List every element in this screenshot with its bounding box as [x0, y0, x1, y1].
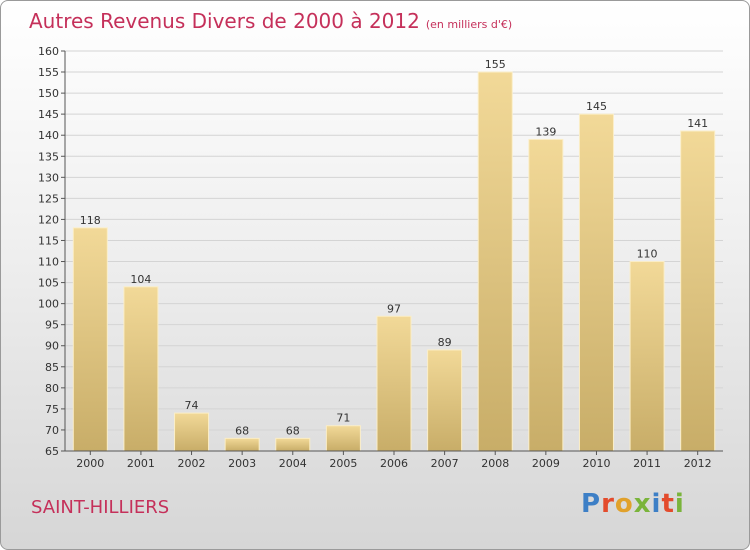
bar-2010 [578, 113, 614, 452]
y-tick-label: 135 [38, 150, 59, 163]
y-tick-label: 155 [38, 66, 59, 79]
y-tick-label: 90 [45, 340, 59, 353]
data-label-2011: 110 [637, 248, 658, 261]
y-tick-label: 105 [38, 277, 59, 290]
y-tick-label: 100 [38, 298, 59, 311]
bar-2004 [275, 437, 311, 452]
y-tick-label: 80 [45, 382, 59, 395]
data-label-2005: 71 [336, 412, 350, 425]
data-label-2000: 118 [80, 214, 101, 227]
bar-2003 [224, 437, 260, 452]
chart-title-main: Autres Revenus Divers de 2000 à 2012 [29, 9, 420, 33]
data-label-2004: 68 [286, 424, 300, 437]
data-label-2012: 141 [687, 117, 708, 130]
data-label-2001: 104 [130, 273, 151, 286]
bar-2012 [680, 130, 716, 452]
x-tick-label: 2007 [431, 457, 459, 470]
x-tick-label: 2002 [178, 457, 206, 470]
data-label-2002: 74 [185, 399, 199, 412]
y-tick-label: 95 [45, 319, 59, 332]
data-labels: 118 104 74 68 68 71 97 89 155 139 145 110 141 [80, 58, 708, 437]
bar-2011 [629, 261, 665, 452]
chart-title: Autres Revenus Divers de 2000 à 2012 (en … [29, 9, 512, 33]
y-tick-label: 150 [38, 87, 59, 100]
data-label-2003: 68 [235, 424, 249, 437]
x-tick-label: 2001 [127, 457, 155, 470]
bar-2000 [72, 227, 108, 452]
bar-2007 [427, 349, 463, 452]
bars [72, 71, 716, 452]
x-tick-label: 2011 [633, 457, 661, 470]
y-tick-label: 65 [45, 445, 59, 458]
y-tick-label: 75 [45, 403, 59, 416]
y-tick-label: 115 [38, 234, 59, 247]
x-tick-label: 2004 [279, 457, 307, 470]
bar-2009 [528, 138, 564, 452]
data-label-2008: 155 [485, 58, 506, 71]
data-label-2009: 139 [535, 125, 556, 138]
data-label-2007: 89 [438, 336, 452, 349]
proxiti-logo: Proxiti [581, 489, 685, 519]
x-tick-label: 2005 [329, 457, 357, 470]
data-label-2010: 145 [586, 100, 607, 113]
x-tick-label: 2000 [76, 457, 104, 470]
bar-2008 [477, 71, 513, 452]
x-tick-label: 2008 [481, 457, 509, 470]
data-label-2006: 97 [387, 302, 401, 315]
y-tick-label: 140 [38, 129, 59, 142]
y-tick-label: 130 [38, 171, 59, 184]
x-tick-label: 2009 [532, 457, 560, 470]
y-tick-label: 110 [38, 256, 59, 269]
bar-2005 [325, 425, 361, 452]
y-tick-label: 125 [38, 192, 59, 205]
x-tick-label: 2006 [380, 457, 408, 470]
y-tick-label: 70 [45, 424, 59, 437]
y-tick-label: 85 [45, 361, 59, 374]
x-tick-label: 2003 [228, 457, 256, 470]
bar-2006 [376, 315, 412, 452]
y-tick-label: 145 [38, 108, 59, 121]
bar-2001 [123, 286, 159, 452]
location-label: SAINT-HILLIERS [31, 497, 170, 518]
y-tick-label: 160 [38, 45, 59, 58]
chart-title-unit: (en milliers d'€) [425, 18, 513, 31]
y-tick-label: 120 [38, 213, 59, 226]
x-tick-label: 2012 [684, 457, 712, 470]
bar-2002 [174, 412, 210, 452]
axes: 65 70 75 80 85 90 95 100 105 110 115 120 125 130 135 14… [38, 45, 723, 470]
x-tick-label: 2010 [582, 457, 610, 470]
